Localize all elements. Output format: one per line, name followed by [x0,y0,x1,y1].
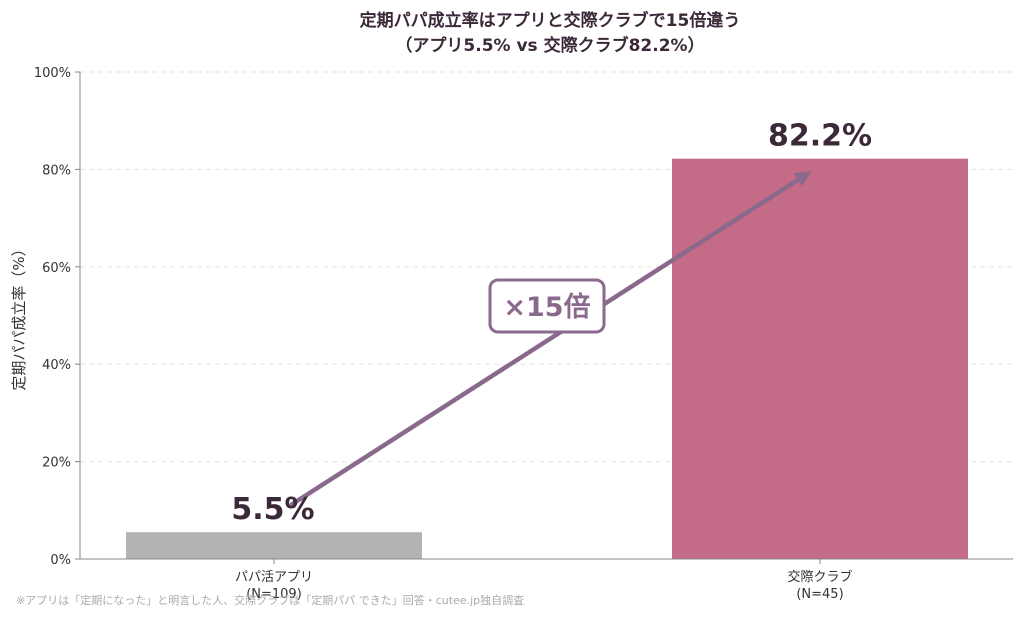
x-tick-label: パパ活アプリ [235,570,313,585]
growth-arrow [289,171,812,507]
multiplier-badge-box [488,278,606,334]
chart-subtitle: （アプリ5.5% vs 交際クラブ82.2%） [395,35,704,56]
chart-title: 定期パパ成立率はアプリと交際クラブで15倍違う [360,10,741,31]
bar [672,158,968,559]
y-axis-ticks: 0% 20% 40% 60% 80% 100% [34,66,80,568]
y-axis-label: 定期パパ成立率（%） [10,241,28,390]
x-axis-labels: パパ活アプリ (N=109) 交際クラブ (N=45) [235,559,853,602]
data-label: 82.2% [768,119,872,154]
y-tick-label: 100% [34,66,71,81]
y-tick-label: 0% [50,553,71,568]
data-label: 5.5% [231,492,314,527]
x-tick-sublabel: (N=109) [246,587,302,602]
bar [126,532,422,559]
footnote: ※アプリは「定期になった」と明言した人、交際クラブは「定期パパ できた」回答・c… [16,593,524,607]
y-tick-label: 40% [42,358,71,373]
y-tick-label: 20% [42,456,71,471]
bars [126,158,968,559]
x-tick-label: 交際クラブ [787,569,852,585]
value-labels: 5.5% 82.2% [231,119,872,528]
y-tick-label: 80% [42,163,71,178]
x-tick-sublabel: (N=45) [796,587,843,602]
y-tick-label: 60% [42,261,71,276]
multiplier-badge-text: ×15倍 [503,291,590,323]
multiplier-badge: ×15倍 [488,278,606,334]
